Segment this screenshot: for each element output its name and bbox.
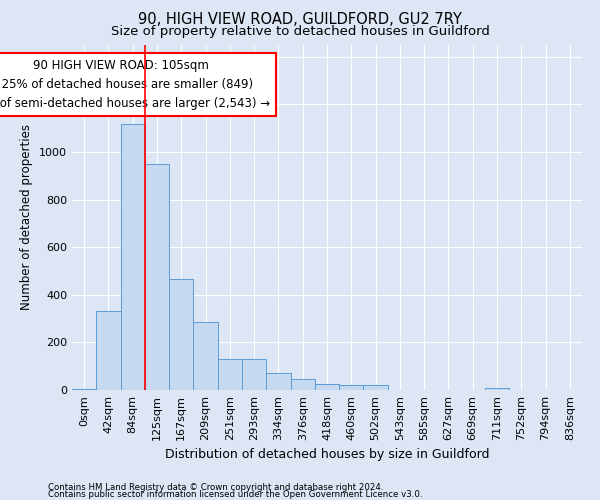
X-axis label: Distribution of detached houses by size in Guildford: Distribution of detached houses by size … — [165, 448, 489, 462]
Bar — [364, 385, 388, 390]
Bar — [145, 164, 169, 390]
Bar — [242, 359, 266, 390]
Y-axis label: Number of detached properties: Number of detached properties — [20, 124, 34, 310]
Text: 90, HIGH VIEW ROAD, GUILDFORD, GU2 7RY: 90, HIGH VIEW ROAD, GUILDFORD, GU2 7RY — [138, 12, 462, 28]
Bar — [169, 280, 193, 390]
Bar — [193, 322, 218, 390]
Bar — [96, 312, 121, 390]
Text: Contains public sector information licensed under the Open Government Licence v3: Contains public sector information licen… — [48, 490, 422, 499]
Bar — [218, 359, 242, 390]
Bar — [266, 374, 290, 390]
Bar — [290, 380, 315, 390]
Text: Contains HM Land Registry data © Crown copyright and database right 2024.: Contains HM Land Registry data © Crown c… — [48, 483, 383, 492]
Text: 90 HIGH VIEW ROAD: 105sqm
← 25% of detached houses are smaller (849)
75% of semi: 90 HIGH VIEW ROAD: 105sqm ← 25% of detac… — [0, 59, 271, 110]
Bar — [121, 124, 145, 390]
Bar — [485, 388, 509, 390]
Text: Size of property relative to detached houses in Guildford: Size of property relative to detached ho… — [110, 25, 490, 38]
Bar — [339, 385, 364, 390]
Bar — [315, 384, 339, 390]
Bar — [72, 389, 96, 390]
